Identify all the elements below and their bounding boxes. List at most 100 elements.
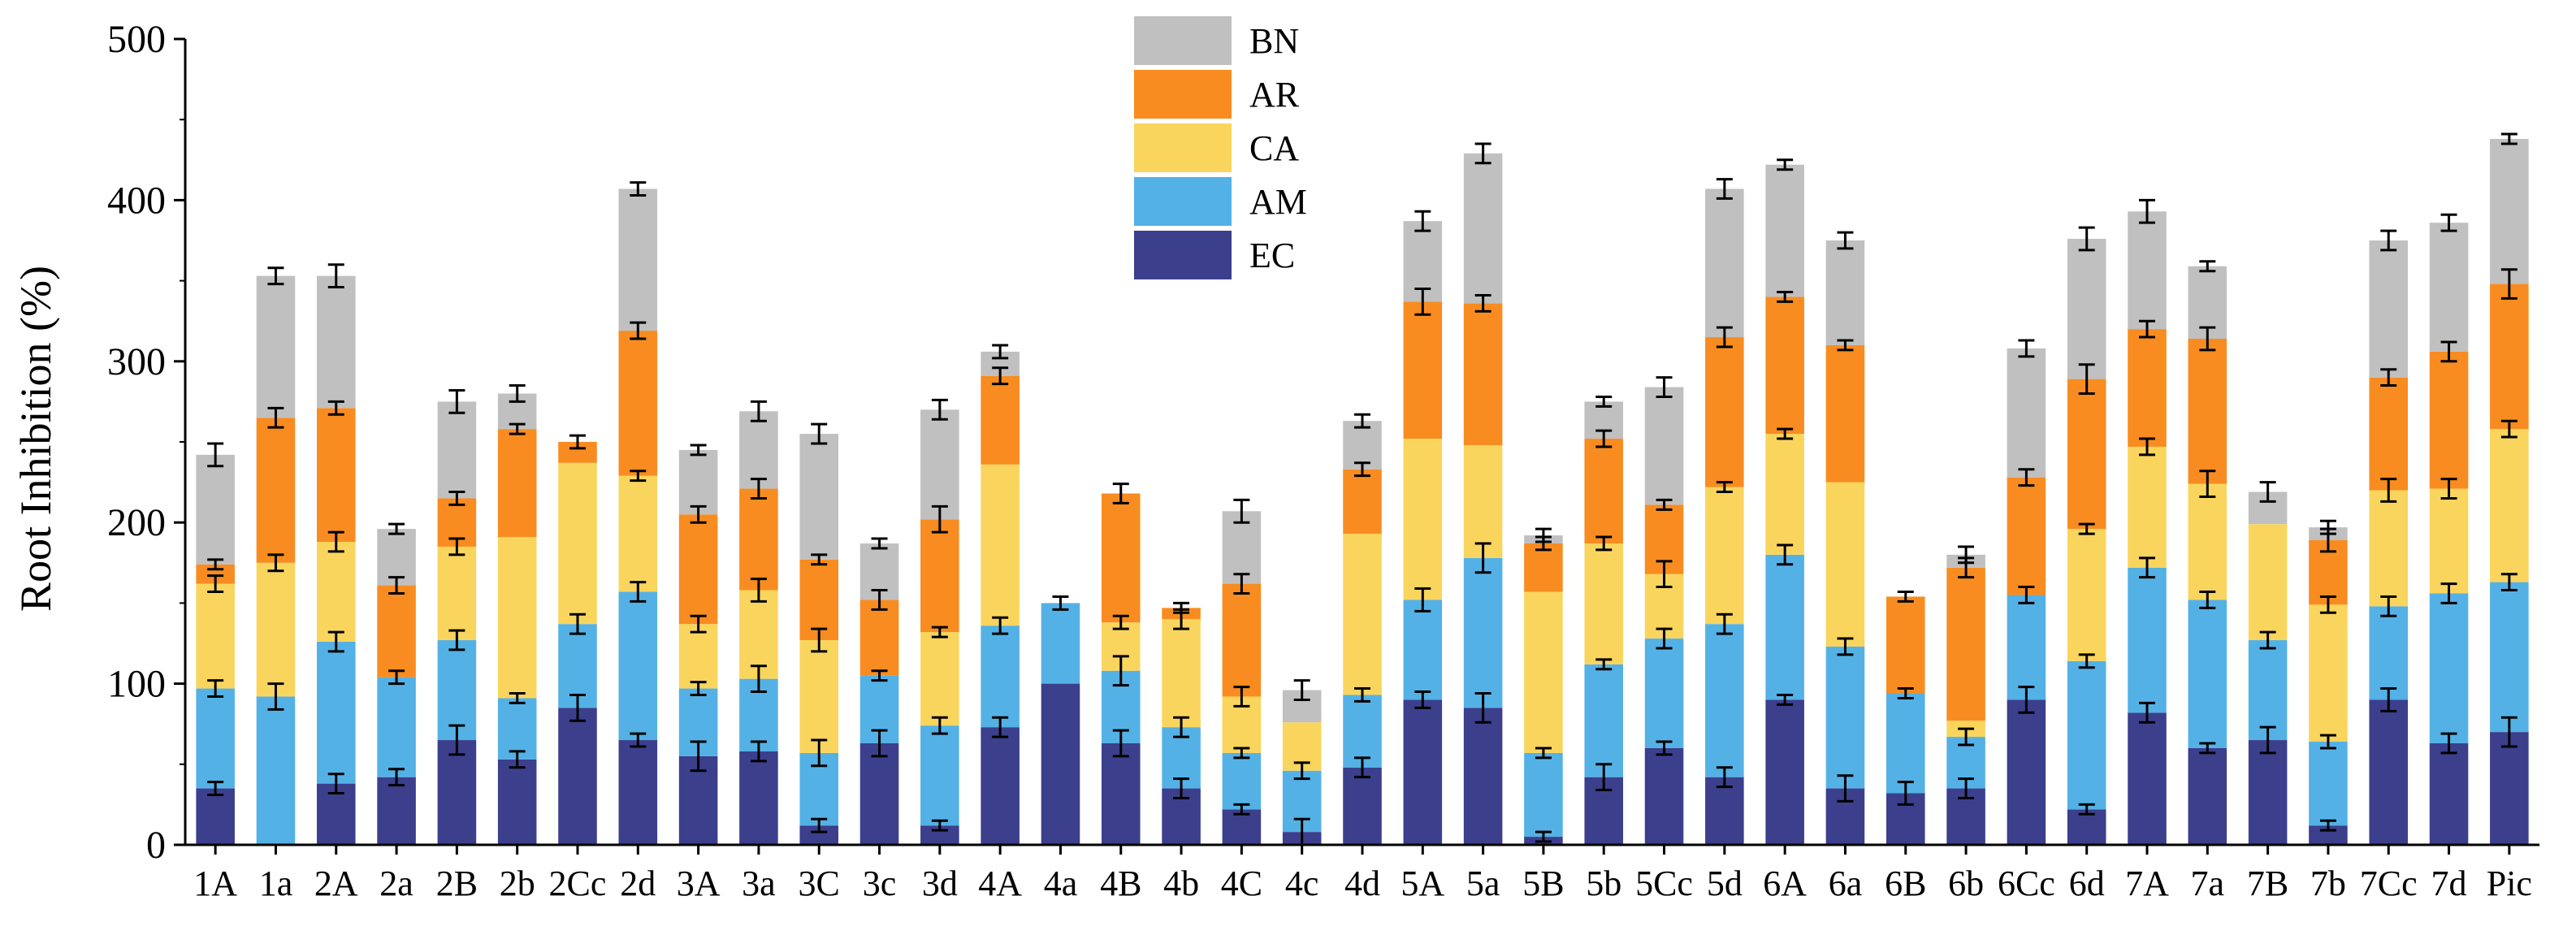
error-bar-ec-2d: [630, 732, 647, 748]
bar-segment-ec-7A: [2128, 712, 2167, 845]
axes-layer: 1A 1a 2A 2a 2B 2b 2Cc 2d 3A 3a 3C 3c 3d 4A 4a 4B 4b 4C 4c 4…: [107, 18, 2539, 903]
x-tick-label-7Cc: 7Cc: [2360, 864, 2418, 903]
bar-segment-am-4d: [1343, 695, 1382, 768]
bar-segment-am-5A: [1403, 600, 1443, 700]
error-bar-am-4d: [1354, 687, 1370, 703]
bar-segment-ec-3c: [859, 743, 899, 845]
error-bar-am-2b: [509, 692, 526, 704]
bar-segment-ec-5A: [1403, 699, 1443, 845]
error-bar-bn-1A: [207, 442, 224, 468]
error-bar-bn-4c: [1293, 679, 1310, 701]
error-bar-am-6A: [1777, 543, 1794, 566]
bar-segment-ec-2a: [377, 777, 416, 845]
error-bar-bn-6d: [2078, 226, 2095, 252]
error-bar-bn-2a: [388, 522, 405, 535]
bar-segment-am-6B: [1885, 693, 1925, 794]
error-bar-ec-7a: [2199, 742, 2216, 755]
bar-segment-ca-2B: [437, 546, 477, 641]
error-bar-ar-3d: [931, 504, 948, 534]
x-tick-label-3d: 3d: [922, 864, 958, 903]
bar-segment-bn-2d: [618, 188, 658, 331]
bar-segment-ca-3d: [920, 632, 959, 726]
error-bar-am-7A: [2139, 556, 2155, 579]
error-bar-ec-6Cc: [2018, 686, 2035, 714]
bar-segment-ec-1A: [196, 788, 235, 845]
x-tick-label-7d: 7d: [2431, 864, 2467, 903]
bar-segment-bn-7d: [2429, 223, 2469, 352]
bar-segment-ar-4C: [1222, 583, 1262, 697]
error-bar-ec-3c: [871, 729, 888, 758]
error-bar-bn-4d: [1354, 413, 1370, 429]
error-bar-ca-3a: [750, 578, 767, 603]
error-bar-ec-3a: [750, 740, 767, 763]
error-bar-ec-2b: [509, 750, 526, 769]
error-bar-ar-3A: [690, 504, 707, 524]
bar-segment-ca-7a: [2188, 483, 2227, 600]
x-tick-label-7B: 7B: [2247, 864, 2288, 903]
bar-segment-ec-6A: [1765, 699, 1804, 845]
error-bar-ar-4A: [992, 366, 1009, 386]
bar-segment-ca-7B: [2248, 524, 2288, 641]
bar-segment-am-7d: [2429, 593, 2469, 744]
bar-segment-ar-5B: [1524, 543, 1563, 592]
error-bar-ar-3a: [750, 478, 767, 500]
error-bar-bn-5Cc: [1656, 376, 1673, 398]
x-tick-label-6Cc: 6Cc: [1998, 864, 2055, 903]
bar-segment-bn-4d: [1343, 421, 1382, 470]
bar-segment-ar-6B: [1885, 596, 1925, 694]
error-bar-ec-5b: [1595, 763, 1613, 792]
x-tick-label-4a: 4a: [1044, 864, 1078, 903]
error-bar-ca-7Cc: [2380, 478, 2397, 503]
error-bar-am-3A: [690, 681, 707, 696]
bar-segment-bn-5d: [1705, 188, 1744, 338]
error-bar-ca-7d: [2440, 478, 2457, 500]
x-tick-label-4b: 4b: [1163, 864, 1199, 903]
bar-segment-bn-6A: [1765, 164, 1804, 297]
error-bar-ca-5Cc: [1656, 560, 1673, 589]
error-bar-am-3d: [931, 716, 948, 735]
error-bar-am-4C: [1233, 747, 1250, 760]
bar-segment-ca-2A: [316, 542, 356, 643]
error-bar-am-7d: [2440, 582, 2457, 604]
error-bar-ar-5Cc: [1656, 498, 1673, 511]
error-bar-ec-5A: [1414, 690, 1431, 709]
bar-segment-am-Pic: [2490, 582, 2529, 733]
bar-segment-ar-5A: [1403, 301, 1443, 439]
error-bar-am-5Cc: [1656, 627, 1673, 650]
error-bar-ec-2Cc: [569, 693, 586, 722]
bar-segment-ar-5b: [1584, 439, 1624, 543]
error-bar-am-4c: [1293, 761, 1310, 781]
error-bar-ec-5Cc: [1656, 740, 1673, 756]
error-bar-bn-6A: [1777, 158, 1794, 171]
bar-segment-am-4a: [1041, 603, 1080, 684]
error-bar-ca-7A: [2139, 437, 2155, 457]
bar-segment-bn-2a: [377, 529, 416, 586]
bar-segment-am-1A: [196, 688, 235, 789]
bar-segment-ca-7Cc: [2369, 490, 2409, 607]
error-bar-ar-2B: [448, 491, 465, 506]
bar-segment-ec-6Cc: [2007, 699, 2046, 845]
x-tick-label-2a: 2a: [379, 864, 413, 903]
bar-segment-am-7B: [2248, 640, 2288, 741]
bar-segment-ca-1a: [256, 562, 296, 697]
error-bar-bn-7b: [2319, 519, 2336, 535]
error-bar-ar-7d: [2440, 340, 2457, 363]
bar-segment-bn-3C: [799, 434, 839, 560]
error-bar-ar-2Cc: [569, 434, 586, 450]
error-bar-ar-5b: [1595, 429, 1613, 448]
bar-segment-ca-6A: [1765, 434, 1804, 555]
bar-segment-am-2d: [618, 591, 658, 741]
x-tick-label-7a: 7a: [2191, 864, 2225, 903]
error-bar-am-6a: [1837, 637, 1854, 656]
error-bar-am-7b: [2319, 734, 2336, 750]
bar-segment-ca-3A: [678, 624, 718, 689]
error-bar-am-5A: [1414, 587, 1431, 613]
bar-segment-ar-1a: [256, 418, 296, 563]
error-bar-bn-2A: [327, 263, 344, 289]
bar-segment-bn-2B: [437, 401, 477, 499]
error-bar-ca-4B: [1112, 614, 1129, 630]
error-bar-am-1a: [267, 682, 284, 711]
error-bar-ar-6Cc: [2018, 468, 2035, 487]
bar-segment-ec-3a: [739, 751, 778, 845]
bar-segment-ar-5a: [1463, 303, 1503, 445]
